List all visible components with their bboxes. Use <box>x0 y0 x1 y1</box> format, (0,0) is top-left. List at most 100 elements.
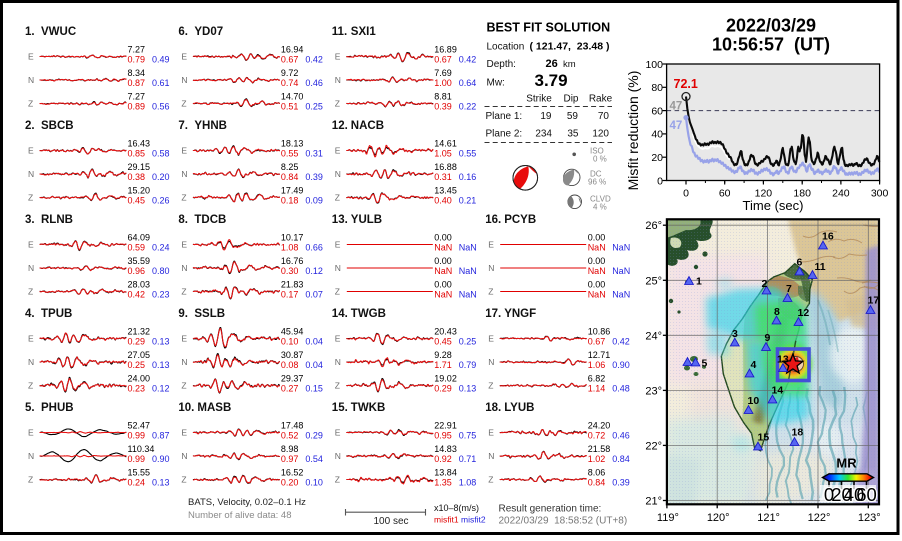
svg-text:122°: 122° <box>808 512 831 524</box>
svg-text:E: E <box>28 52 34 62</box>
svg-text:0.00: 0.00 <box>588 280 606 290</box>
svg-text:1.71: 1.71 <box>434 360 452 370</box>
svg-text:E: E <box>335 240 341 250</box>
svg-text:N: N <box>181 169 187 179</box>
svg-text:0.95: 0.95 <box>434 430 452 440</box>
svg-text:0.25: 0.25 <box>459 336 477 346</box>
svg-text:64.09: 64.09 <box>128 233 151 243</box>
svg-text:Z: Z <box>181 381 186 391</box>
svg-text:0.79: 0.79 <box>128 54 146 64</box>
svg-text:8.34: 8.34 <box>128 68 146 78</box>
svg-text:0: 0 <box>683 188 689 200</box>
svg-text:70: 70 <box>598 111 610 122</box>
svg-text:60: 60 <box>651 105 663 117</box>
svg-text:3.: 3. <box>25 214 35 226</box>
svg-text:ISO: ISO <box>590 147 604 156</box>
svg-text:0.26: 0.26 <box>152 195 170 205</box>
svg-text:N: N <box>488 357 494 367</box>
svg-text:12.: 12. <box>332 120 348 132</box>
svg-text:LYUB: LYUB <box>504 402 534 414</box>
svg-text:0.30: 0.30 <box>281 266 299 276</box>
svg-text:1.: 1. <box>25 26 35 38</box>
svg-text:16.: 16. <box>485 214 501 226</box>
svg-text:BATS, Velocity, 0.02–0.1 Hz: BATS, Velocity, 0.02–0.1 Hz <box>188 497 306 508</box>
svg-text:1.35: 1.35 <box>434 477 452 487</box>
svg-text:0.09: 0.09 <box>305 195 323 205</box>
svg-text:0.48: 0.48 <box>612 383 630 393</box>
svg-text:10.: 10. <box>178 402 194 414</box>
svg-text:Z: Z <box>28 193 33 203</box>
svg-text:4.: 4. <box>25 308 35 320</box>
svg-text:14.: 14. <box>332 308 348 320</box>
svg-text:14.61: 14.61 <box>434 139 457 149</box>
svg-text:PHUB: PHUB <box>41 402 74 414</box>
svg-text:9.72: 9.72 <box>281 68 299 78</box>
svg-text:Z: Z <box>488 475 493 485</box>
svg-text:VWUC: VWUC <box>41 26 76 38</box>
svg-text:0.99: 0.99 <box>128 454 146 464</box>
svg-text:E: E <box>181 52 187 62</box>
svg-text:0.74: 0.74 <box>281 78 299 88</box>
svg-text:121°: 121° <box>757 512 780 524</box>
svg-text:RLNB: RLNB <box>41 214 73 226</box>
svg-text:Strike: Strike <box>526 94 552 105</box>
svg-text:km: km <box>563 59 576 70</box>
svg-text:E: E <box>181 240 187 250</box>
svg-text:N: N <box>181 357 187 367</box>
svg-text:120°: 120° <box>707 512 730 524</box>
svg-text:7.27: 7.27 <box>128 92 146 102</box>
svg-text:N: N <box>335 75 341 85</box>
svg-text:0.45: 0.45 <box>128 195 146 205</box>
svg-text:27.05: 27.05 <box>128 350 151 360</box>
svg-text:21.32: 21.32 <box>128 327 151 337</box>
svg-text:18.13: 18.13 <box>281 139 304 149</box>
svg-text:120: 120 <box>755 188 773 200</box>
svg-text:16.88: 16.88 <box>434 162 457 172</box>
svg-text:16.76: 16.76 <box>281 256 304 266</box>
svg-text:0.84: 0.84 <box>612 454 630 464</box>
svg-text:DC: DC <box>590 170 602 179</box>
svg-text:15.: 15. <box>332 402 348 414</box>
svg-text:0.72: 0.72 <box>588 430 606 440</box>
svg-text:47: 47 <box>670 101 683 113</box>
svg-text:16.89: 16.89 <box>434 45 457 55</box>
svg-text:0.75: 0.75 <box>459 430 477 440</box>
svg-text:100: 100 <box>645 59 663 71</box>
svg-text:YULB: YULB <box>351 214 382 226</box>
svg-text:TWGB: TWGB <box>351 308 386 320</box>
svg-text:96 %: 96 % <box>588 178 606 187</box>
svg-text:0.17: 0.17 <box>281 289 299 299</box>
svg-text:40: 40 <box>844 484 865 505</box>
svg-text:21°: 21° <box>645 496 662 508</box>
svg-text:13: 13 <box>777 354 789 366</box>
svg-text:E: E <box>488 240 494 250</box>
svg-text:10: 10 <box>748 395 760 407</box>
svg-text:8.06: 8.06 <box>588 468 606 478</box>
svg-text:0.18: 0.18 <box>281 195 299 205</box>
svg-text:30.87: 30.87 <box>281 350 304 360</box>
svg-text:1.00: 1.00 <box>434 78 452 88</box>
svg-text:0.20: 0.20 <box>281 477 299 487</box>
svg-text:8.81: 8.81 <box>434 92 452 102</box>
svg-text:1.08: 1.08 <box>459 477 477 487</box>
svg-text:11: 11 <box>815 261 826 273</box>
svg-text:N: N <box>181 263 187 273</box>
svg-text:0.42: 0.42 <box>612 336 630 346</box>
svg-text:0.22: 0.22 <box>459 101 477 111</box>
svg-text:60: 60 <box>856 484 877 505</box>
svg-text:Z: Z <box>335 193 340 203</box>
svg-text:Plane 1:: Plane 1: <box>486 111 523 122</box>
svg-text:240: 240 <box>832 188 850 200</box>
svg-text:110.34: 110.34 <box>128 444 155 454</box>
svg-text:28.03: 28.03 <box>128 280 151 290</box>
svg-text:0.85: 0.85 <box>128 148 146 158</box>
svg-text:0: 0 <box>824 484 834 505</box>
svg-text:Depth:: Depth: <box>487 59 516 70</box>
svg-text:10.86: 10.86 <box>588 327 611 337</box>
svg-text:24.20: 24.20 <box>588 421 611 431</box>
svg-text:0.13: 0.13 <box>152 336 170 346</box>
svg-text:10.17: 10.17 <box>281 233 304 243</box>
svg-text:1.14: 1.14 <box>588 383 606 393</box>
svg-text:20: 20 <box>651 152 663 164</box>
svg-text:0.66: 0.66 <box>305 242 323 252</box>
